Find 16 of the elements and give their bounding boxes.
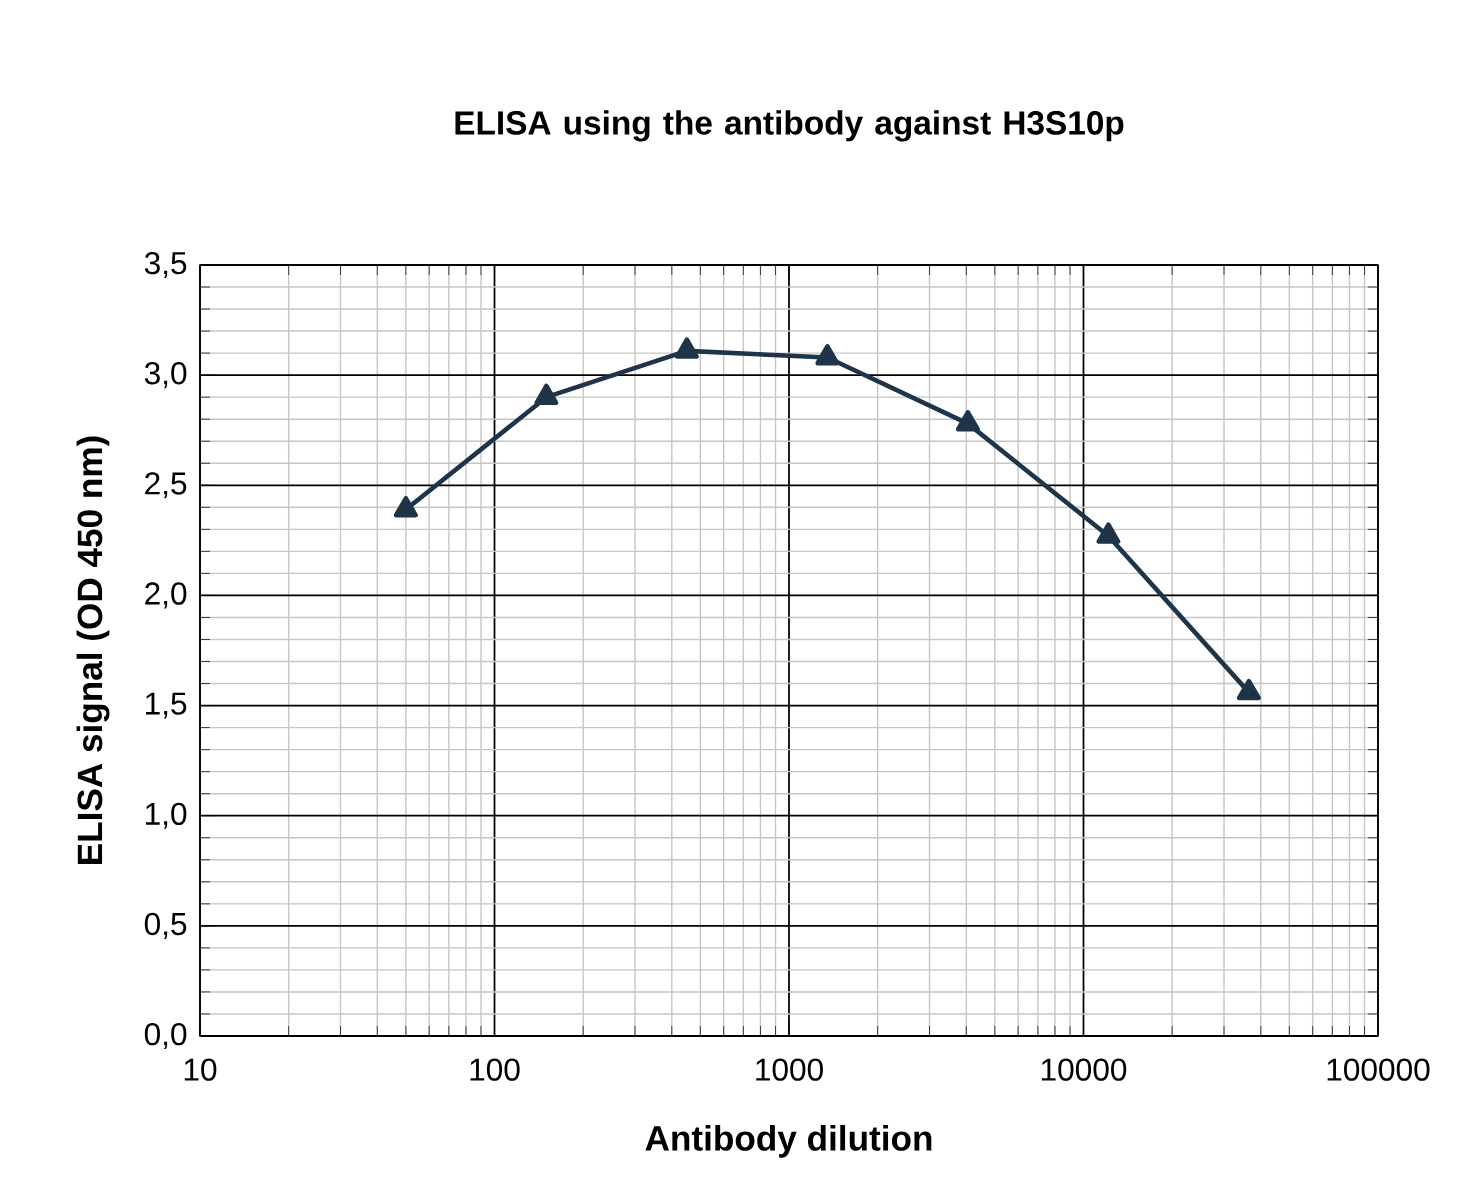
x-tick-label: 100000 — [1327, 1058, 1430, 1081]
y-axis-title: ELISA signal (OD 450 nm) — [76, 436, 110, 864]
y-tick-label: 3,5 — [144, 251, 187, 279]
chart-title: ELISA using the antibody against H3S10p — [455, 110, 1124, 142]
x-axis-title: Antibody dilution — [645, 1124, 932, 1158]
x-tick-label: 100 — [470, 1058, 520, 1081]
y-tick-label: 1,0 — [146, 802, 187, 829]
y-tick-label: 0,0 — [144, 1022, 187, 1050]
x-tick-label: 1000 — [756, 1058, 823, 1081]
y-tick-label: 2,0 — [145, 582, 187, 609]
y-tick-label: 2,5 — [145, 472, 187, 499]
y-tick-label: 1,5 — [146, 692, 187, 719]
y-tick-label: 0,5 — [144, 912, 187, 939]
y-tick-label: 3,0 — [144, 362, 187, 389]
x-tick-label: 10000 — [1041, 1058, 1127, 1081]
x-tick-label: 10 — [184, 1058, 217, 1081]
